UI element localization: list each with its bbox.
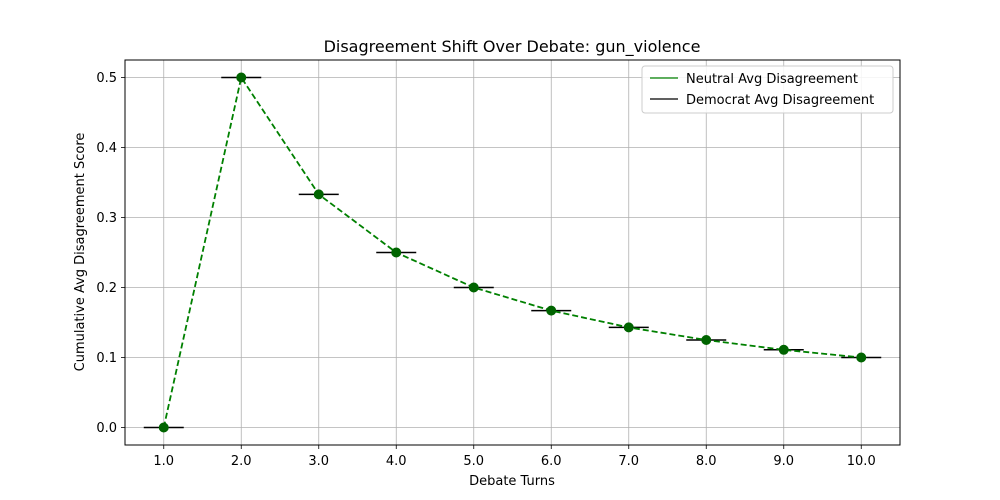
plot-frame [124, 59, 901, 446]
neutral-point [856, 352, 867, 363]
series-layer [143, 72, 882, 433]
y-tick-label: 0.2 [96, 281, 117, 296]
legend-box [641, 65, 894, 114]
neutral-point [778, 344, 789, 355]
x-tick-label: 4.0 [386, 454, 407, 469]
legend-label-neutral: Neutral Avg Disagreement [686, 72, 858, 87]
neutral-point [468, 282, 479, 293]
x-axis-label: Debate Turns [469, 474, 555, 489]
grid [125, 60, 900, 445]
chart-title: Disagreement Shift Over Debate: gun_viol… [324, 37, 701, 57]
neutral-point [313, 189, 324, 200]
x-tick-label: 2.0 [231, 454, 252, 469]
y-tick-label: 0.5 [96, 71, 117, 86]
x-tick-label: 10.0 [847, 454, 876, 469]
neutral-point [236, 72, 247, 83]
x-tick-label: 7.0 [618, 454, 639, 469]
x-tick-label: 3.0 [308, 454, 329, 469]
y-axis-label: Cumulative Avg Disagreement Score [73, 133, 88, 372]
neutral-point [546, 305, 557, 316]
axis-ticks: 1.0 2.0 3.0 4.0 5.0 6.0 7.0 8.0 9.0 10.0 0.0 0.1 0.2… [96, 71, 875, 469]
neutral-point [391, 247, 402, 258]
neutral-point [158, 422, 169, 433]
legend: Neutral Avg Disagreement Democrat Avg Di… [641, 65, 894, 114]
x-tick-label: 5.0 [463, 454, 484, 469]
y-tick-label: 0.0 [96, 421, 117, 436]
neutral-point [623, 322, 634, 333]
x-tick-label: 8.0 [696, 454, 717, 469]
x-tick-label: 9.0 [773, 454, 794, 469]
x-tick-label: 6.0 [541, 454, 562, 469]
y-tick-label: 0.4 [96, 141, 117, 156]
x-tick-label: 1.0 [153, 454, 174, 469]
neutral-point [701, 335, 712, 345]
legend-label-democrat: Democrat Avg Disagreement [686, 93, 874, 108]
neutral-series-line [162, 75, 862, 428]
y-tick-label: 0.1 [96, 351, 117, 366]
y-tick-label: 0.3 [96, 211, 117, 226]
